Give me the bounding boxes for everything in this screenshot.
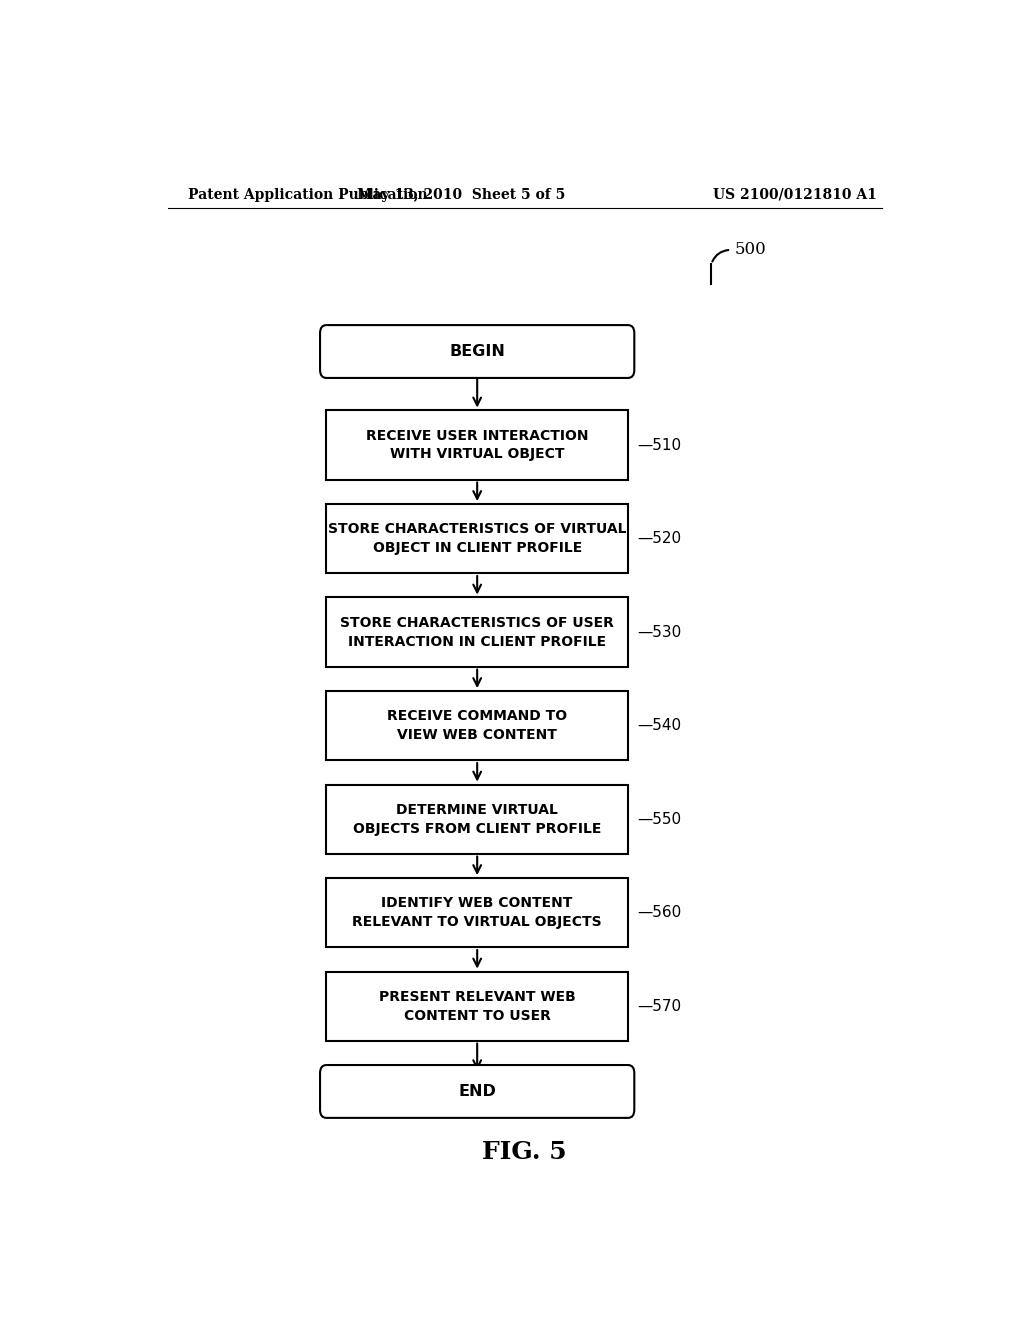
Text: PRESENT RELEVANT WEB
CONTENT TO USER: PRESENT RELEVANT WEB CONTENT TO USER: [379, 990, 575, 1023]
Bar: [327, 690, 628, 760]
Text: END: END: [459, 1084, 496, 1100]
Text: —550: —550: [638, 812, 682, 826]
Text: 500: 500: [735, 242, 767, 259]
Text: FIG. 5: FIG. 5: [482, 1140, 567, 1164]
Text: US 2100/0121810 A1: US 2100/0121810 A1: [713, 187, 877, 202]
FancyBboxPatch shape: [321, 325, 634, 378]
Text: IDENTIFY WEB CONTENT
RELEVANT TO VIRTUAL OBJECTS: IDENTIFY WEB CONTENT RELEVANT TO VIRTUAL…: [352, 896, 602, 929]
Text: —560: —560: [638, 906, 682, 920]
Text: BEGIN: BEGIN: [450, 345, 505, 359]
Bar: [327, 784, 628, 854]
Bar: [327, 972, 628, 1040]
Text: —520: —520: [638, 531, 682, 546]
Bar: [327, 504, 628, 573]
Bar: [327, 411, 628, 479]
Text: Patent Application Publication: Patent Application Publication: [187, 187, 427, 202]
Text: STORE CHARACTERISTICS OF USER
INTERACTION IN CLIENT PROFILE: STORE CHARACTERISTICS OF USER INTERACTIO…: [340, 615, 614, 648]
Text: May 13, 2010  Sheet 5 of 5: May 13, 2010 Sheet 5 of 5: [357, 187, 565, 202]
Text: —570: —570: [638, 998, 682, 1014]
Text: RECEIVE USER INTERACTION
WITH VIRTUAL OBJECT: RECEIVE USER INTERACTION WITH VIRTUAL OB…: [366, 429, 589, 462]
Text: DETERMINE VIRTUAL
OBJECTS FROM CLIENT PROFILE: DETERMINE VIRTUAL OBJECTS FROM CLIENT PR…: [353, 803, 601, 836]
Bar: [327, 878, 628, 948]
FancyBboxPatch shape: [321, 1065, 634, 1118]
Text: —530: —530: [638, 624, 682, 640]
Text: —510: —510: [638, 437, 682, 453]
Text: —540: —540: [638, 718, 682, 733]
Bar: [327, 598, 628, 667]
Text: RECEIVE COMMAND TO
VIEW WEB CONTENT: RECEIVE COMMAND TO VIEW WEB CONTENT: [387, 709, 567, 742]
Text: STORE CHARACTERISTICS OF VIRTUAL
OBJECT IN CLIENT PROFILE: STORE CHARACTERISTICS OF VIRTUAL OBJECT …: [328, 521, 627, 554]
